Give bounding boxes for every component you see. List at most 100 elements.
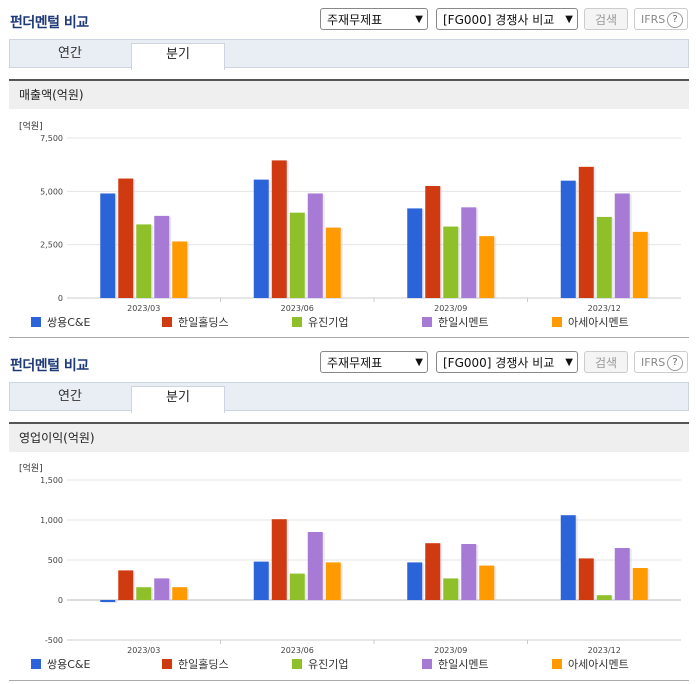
search-button[interactable]: 검색: [584, 8, 628, 30]
legend-label: 유진기업: [308, 658, 348, 671]
metric-title: 매출액(억원): [9, 79, 689, 109]
x-tick-label: 2023/09: [434, 646, 467, 655]
y-tick-label: 2,500: [40, 241, 63, 250]
bar: [271, 160, 287, 298]
section-header: 펀더멘털 비교 주재무제표 ▼ [FG000] 경쟁사 비교 ▼ 검색 IFRS…: [0, 343, 696, 379]
bar: [172, 587, 188, 600]
bar: [271, 519, 287, 600]
section-title: 펀더멘털 비교: [10, 15, 89, 31]
ifrs-label: IFRS: [641, 13, 666, 26]
divider: [9, 680, 689, 681]
bar: [407, 562, 423, 600]
bar: [614, 548, 630, 600]
bar: [325, 562, 341, 600]
bar: [578, 166, 594, 298]
bar: [172, 241, 188, 298]
chart-container: [억원] 0 2,500 5,000 7,500 2023/03 2023/06 2023/0…: [9, 110, 689, 335]
legend-swatch: [422, 317, 432, 327]
legend-swatch: [31, 317, 41, 327]
bar: [632, 568, 648, 600]
help-icon[interactable]: ?: [667, 12, 683, 28]
statement-select[interactable]: 주재무제표 ▼: [320, 8, 428, 30]
legend-label: 한일시멘트: [438, 657, 489, 671]
x-tick-label: 2023/09: [434, 304, 467, 313]
bar: [560, 515, 576, 600]
help-icon[interactable]: ?: [667, 355, 683, 371]
statement-select-value: 주재무제표: [327, 13, 383, 27]
tab-annual[interactable]: 연간: [58, 389, 82, 404]
bar: [443, 226, 459, 298]
bar: [461, 544, 477, 600]
compare-select[interactable]: [FG000] 경쟁사 비교 ▼: [436, 8, 578, 30]
section-header: 펀더멘털 비교 주재무제표 ▼ [FG000] 경쟁사 비교 ▼ 검색 IFRS…: [0, 0, 696, 36]
x-tick-label: 2023/06: [281, 304, 314, 313]
statement-select-value: 주재무제표: [327, 356, 383, 370]
bar: [118, 570, 134, 600]
bar: [560, 180, 576, 298]
chevron-down-icon: ▼: [415, 357, 423, 368]
bar: [461, 207, 477, 298]
compare-select-value: [FG000] 경쟁사 비교: [443, 13, 555, 27]
x-tick-label: 2023/03: [127, 646, 160, 655]
tab-quarterly[interactable]: 분기: [131, 386, 225, 413]
legend-label: 아세아시멘트: [568, 316, 629, 329]
legend-swatch: [552, 317, 562, 327]
bar: [443, 578, 459, 600]
bar: [325, 227, 341, 298]
x-tick-label: 2023/03: [127, 304, 160, 313]
compare-select[interactable]: [FG000] 경쟁사 비교 ▼: [436, 351, 578, 373]
bar: [596, 595, 612, 600]
bar: [407, 208, 423, 298]
ifrs-button[interactable]: IFRS ?: [634, 8, 688, 30]
period-tabs: 연간 분기: [9, 39, 689, 70]
legend-swatch: [31, 659, 41, 669]
ifrs-button[interactable]: IFRS ?: [634, 351, 688, 373]
bar: [425, 186, 441, 298]
bar: [253, 561, 269, 600]
section-title: 펀더멘털 비교: [10, 358, 89, 374]
revenue-chart: [억원] 0 2,500 5,000 7,500 2023/03 2023/06 2023/0…: [19, 120, 681, 329]
bar: [289, 573, 305, 600]
divider: [9, 337, 689, 338]
bar: [118, 178, 134, 298]
unit-label: [억원]: [19, 120, 43, 132]
tab-quarterly[interactable]: 분기: [131, 43, 225, 70]
x-tick-label: 2023/12: [588, 304, 621, 313]
bar: [614, 193, 630, 298]
legend-label: 한일시멘트: [438, 315, 489, 329]
bar: [100, 193, 116, 298]
legend-label: 한일홀딩스: [178, 657, 229, 671]
search-button[interactable]: 검색: [584, 351, 628, 373]
legend-swatch: [552, 659, 562, 669]
chevron-down-icon: ▼: [565, 357, 573, 368]
y-tick-label: 1,500: [40, 476, 63, 485]
legend-label: 쌍용C&E: [47, 316, 90, 329]
bar: [289, 212, 305, 298]
y-tick-label: 7,500: [40, 134, 63, 143]
y-tick-label: -500: [45, 636, 63, 645]
bar: [154, 215, 170, 298]
chevron-down-icon: ▼: [415, 14, 423, 25]
period-tabs: 연간 분기: [9, 382, 689, 413]
bar: [479, 236, 495, 298]
statement-select[interactable]: 주재무제표 ▼: [320, 351, 428, 373]
legend-swatch: [422, 659, 432, 669]
legend-label: 아세아시멘트: [568, 658, 629, 671]
bar: [136, 587, 152, 600]
legend-swatch: [292, 317, 302, 327]
x-tick-label: 2023/06: [281, 646, 314, 655]
legend-label: 쌍용C&E: [47, 658, 90, 671]
bar: [307, 193, 323, 298]
legend-swatch: [162, 317, 172, 327]
bar: [307, 532, 323, 600]
y-tick-label: 5,000: [40, 187, 63, 196]
bar: [154, 578, 170, 600]
bar: [100, 600, 116, 602]
tab-annual[interactable]: 연간: [58, 46, 82, 61]
legend-swatch: [292, 659, 302, 669]
ifrs-label: IFRS: [641, 356, 666, 369]
bar: [632, 231, 648, 298]
unit-label: [억원]: [19, 462, 43, 474]
fundamental-section-2: 펀더멘털 비교 주재무제표 ▼ [FG000] 경쟁사 비교 ▼ 검색 IFRS…: [0, 343, 696, 684]
chart-container: [억원] -500 0 500 1,000 1,500 2023/03 2023/06 2023…: [9, 453, 689, 678]
